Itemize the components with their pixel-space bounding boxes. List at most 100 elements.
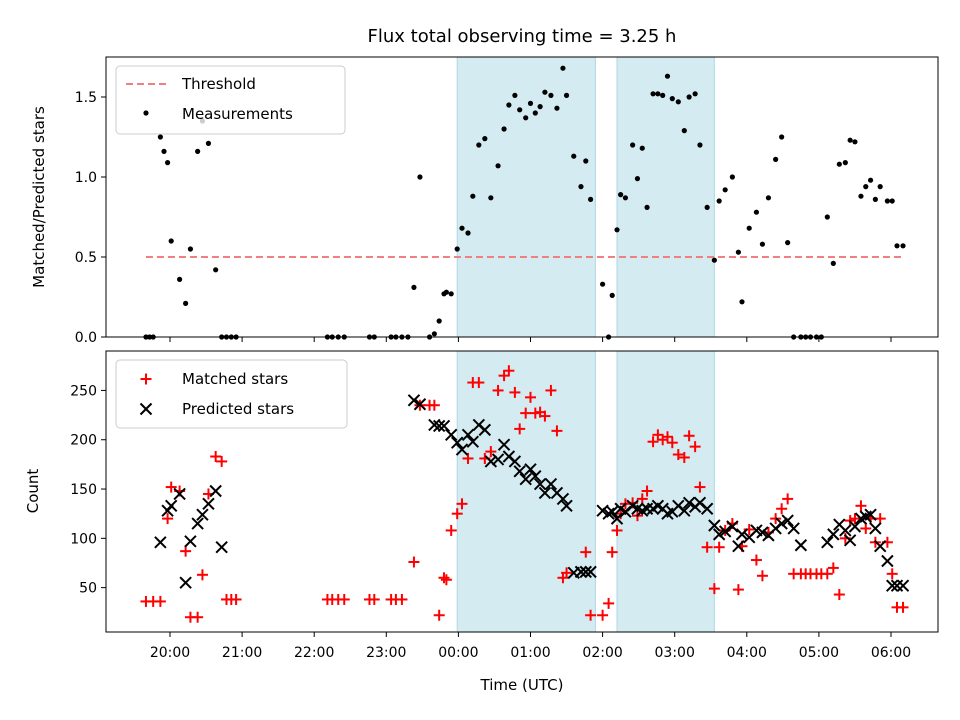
measurement-point (753, 209, 760, 215)
measurement-point (842, 160, 848, 166)
predicted-star-point (718, 525, 732, 538)
measurement-point (213, 267, 219, 273)
x-tick-label: 03:00 (655, 645, 695, 661)
measurement-point (660, 92, 666, 98)
predicted-star-point (794, 539, 808, 552)
matched-star-point (551, 425, 563, 437)
measurement-point (650, 91, 656, 97)
observing-window-1 (456, 350, 596, 633)
measurement-point (164, 160, 171, 166)
predicted-star-point (173, 487, 186, 501)
y-tick-label: 0.0 (75, 330, 97, 346)
top-panel: 0.0 0.5 1.0 1.5 Matched/Predicted stars Thr… (30, 56, 939, 346)
measurement-point (482, 136, 488, 142)
predicted-star-point (529, 470, 542, 483)
matched-star-point (509, 386, 521, 398)
matched-star-point (666, 437, 678, 449)
legend-matched-label: Matched stars (182, 370, 288, 388)
predicted-star-point (154, 536, 167, 549)
predicted-star-point (682, 496, 696, 510)
predicted-star-point (775, 517, 788, 530)
measurement-point (459, 225, 465, 231)
matched-star-point (162, 513, 174, 525)
top-y-axis-label: Matched/Predicted stars (30, 106, 48, 288)
measurement-point (863, 184, 869, 190)
predicted-star-point (606, 505, 619, 518)
measurement-point (704, 204, 710, 210)
measurement-point (858, 193, 864, 199)
matched-star-point (701, 541, 713, 553)
predicted-star-point (455, 443, 469, 456)
x-tick-label: 06:00 (871, 645, 911, 661)
measurement-point (583, 158, 589, 164)
measurement-point (488, 195, 494, 201)
matched-star-point (525, 391, 536, 403)
measurement-point (506, 102, 512, 108)
predicted-star-point (839, 524, 852, 537)
predicted-star-point (524, 463, 537, 476)
measurement-point (872, 196, 878, 202)
predicted-star-point (881, 554, 894, 568)
legend-threshold-label: Threshold (181, 75, 256, 93)
predicted-star-point (756, 526, 769, 539)
measurement-point (852, 139, 858, 145)
top-legend: Threshold Measurements (115, 65, 346, 135)
matched-star-point (210, 450, 222, 462)
predicted-star-point (461, 428, 475, 442)
matched-star-point (647, 436, 659, 448)
predicted-star-point (787, 522, 800, 535)
measurement-point (746, 225, 752, 231)
matched-star-point (456, 498, 468, 510)
predicted-star-point (215, 540, 228, 554)
measurement-point (465, 230, 471, 236)
predicted-star-point (484, 455, 498, 468)
measurement-point (560, 65, 566, 71)
predicted-star-point (574, 565, 588, 579)
predicted-star-point (519, 472, 532, 486)
matched-star-point (196, 569, 208, 581)
measurement-point (639, 145, 645, 151)
measurement-point (644, 204, 650, 210)
measurement-point (664, 73, 671, 79)
predicted-star-point (407, 394, 421, 407)
measurement-point (686, 94, 692, 100)
predicted-star-point (544, 477, 558, 491)
predicted-star-point (827, 528, 840, 541)
y-tick-label: 250 (70, 383, 97, 399)
matched-star-point (473, 377, 485, 389)
predicted-star-point (584, 565, 597, 579)
measurement-point (436, 318, 442, 324)
measurement-point (517, 107, 523, 113)
measurement-point (609, 292, 615, 298)
measurement-point (773, 156, 779, 162)
measurement-point (542, 89, 548, 95)
measurement-point (578, 184, 584, 190)
predicted-star-point (712, 528, 726, 541)
measurement-point (729, 174, 735, 180)
predicted-star-point (726, 520, 739, 533)
measurement-point (634, 176, 641, 182)
measurement-point (630, 142, 636, 148)
x-tick-label: 05:00 (799, 645, 839, 661)
x-tick-label: 01:00 (510, 645, 550, 661)
predicted-star-point (450, 436, 464, 449)
matched-star-point (514, 423, 526, 435)
matched-star-point (750, 554, 762, 566)
predicted-star-point (708, 519, 721, 532)
predicted-star-point (202, 497, 215, 511)
predicted-star-point (560, 499, 573, 513)
predicted-star-point (843, 534, 857, 547)
measurement-point (476, 142, 482, 148)
measurement-point (655, 91, 661, 97)
legend-predicted-label: Predicted stars (182, 400, 294, 418)
measurement-point (501, 126, 507, 132)
measurement-point (417, 174, 423, 180)
predicted-star-point (209, 484, 222, 498)
matched-star-point (827, 562, 839, 574)
matched-star-point (438, 572, 450, 584)
measurement-point (195, 148, 201, 154)
measurement-point (563, 92, 570, 98)
x-tick-label: 20:00 (150, 645, 190, 661)
measurement-point (785, 240, 791, 246)
